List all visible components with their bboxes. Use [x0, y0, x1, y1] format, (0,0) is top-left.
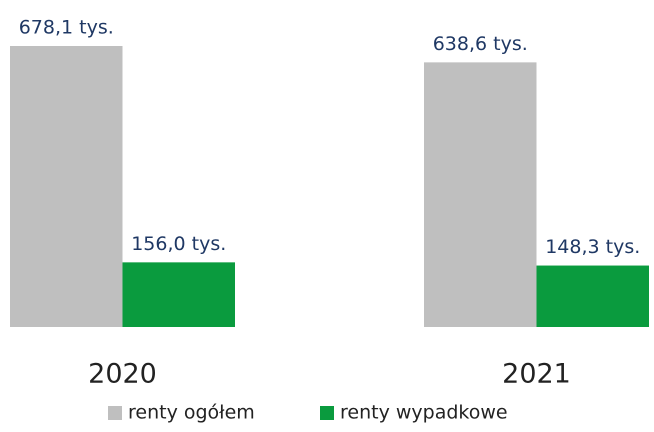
category-label: 2021	[502, 359, 571, 390]
value-label: 638,6 tys.	[433, 33, 528, 55]
bar	[536, 265, 649, 327]
legend-swatch	[320, 406, 334, 420]
bar	[424, 62, 537, 327]
legend-label: renty ogółem	[128, 402, 255, 424]
bar	[10, 46, 123, 327]
legend-label: renty wypadkowe	[340, 402, 508, 424]
category-label: 2020	[88, 359, 157, 390]
legend-swatch	[108, 406, 122, 420]
value-label: 156,0 tys.	[131, 233, 226, 255]
value-label: 148,3 tys.	[545, 236, 640, 258]
value-label: 678,1 tys.	[19, 17, 114, 39]
bar	[122, 262, 235, 327]
